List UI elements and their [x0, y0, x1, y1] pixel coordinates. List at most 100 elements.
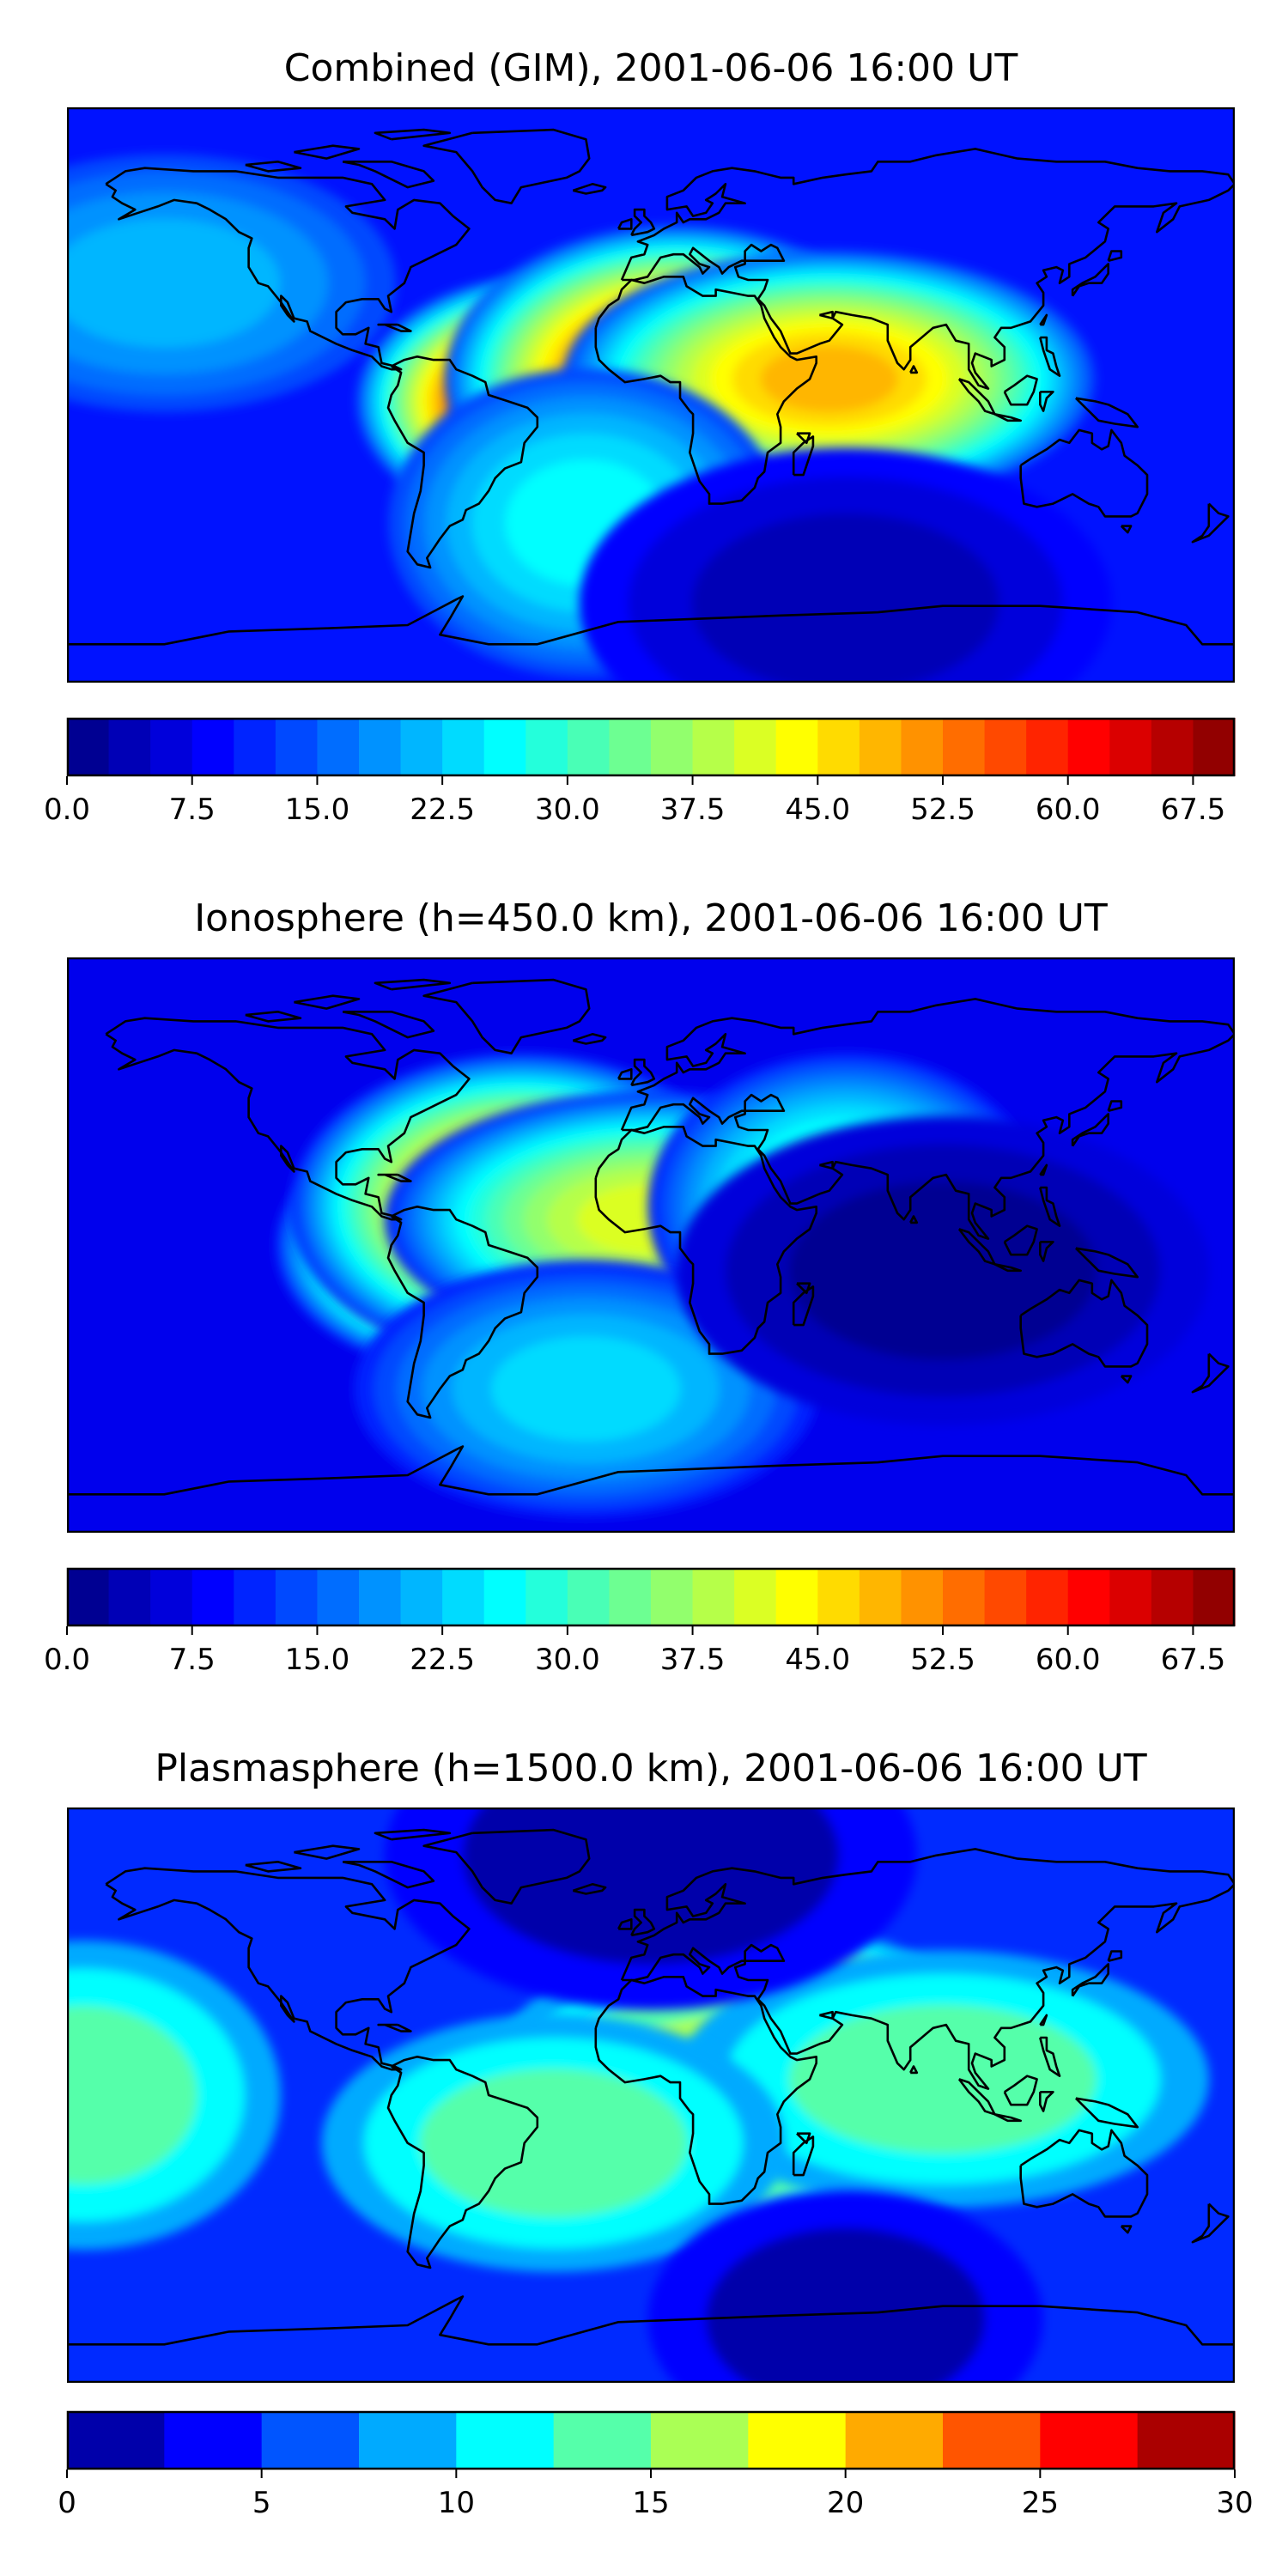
coastline	[105, 1017, 471, 1221]
colorbar-swatch	[943, 718, 986, 776]
colorbar-swatch	[1137, 2411, 1236, 2470]
colorbar-swatch	[651, 1568, 694, 1626]
colorbar-tick-label: 20	[827, 2486, 864, 2520]
colorbar-tick-label: 67.5	[1161, 1643, 1226, 1677]
colorbar-swatch	[456, 2411, 555, 2470]
chart-title: Ionosphere (h=450.0 km), 2001-06-06 16:0…	[194, 896, 1108, 940]
coastline	[245, 1011, 302, 1023]
colorbar-swatch	[609, 1568, 652, 1626]
colorbar-swatch	[275, 1568, 319, 1626]
colorbar-tick-label: 30.0	[535, 793, 600, 827]
coastline	[620, 998, 1235, 1240]
colorbar-swatch	[234, 718, 276, 776]
map-frame	[67, 107, 1235, 683]
colorbar-swatch	[943, 1568, 986, 1626]
colorbar-swatch	[859, 718, 902, 776]
coastline	[792, 2136, 815, 2177]
contour-level	[789, 2004, 1097, 2154]
colorbar-tick-label: 37.5	[660, 793, 726, 827]
coastline	[617, 218, 633, 230]
coastline	[245, 1861, 302, 1873]
coastline	[909, 2065, 919, 2075]
colorbar-frame	[66, 1567, 1236, 1627]
coastlines	[67, 978, 1235, 1533]
colorbar-swatch	[651, 2411, 749, 2470]
coastline	[796, 2132, 811, 2145]
coastline	[1120, 1375, 1133, 1384]
coastline	[1003, 1224, 1038, 1256]
colorbar-swatch	[275, 718, 319, 776]
colorbar-swatch	[1193, 718, 1236, 776]
coastline	[1039, 391, 1054, 412]
coastline	[294, 994, 361, 1010]
coastline	[67, 2295, 1235, 2383]
map-plasmasphere	[67, 1807, 1235, 2383]
colorbar-swatch	[775, 718, 818, 776]
colorbar-tick-label: 37.5	[660, 1643, 726, 1677]
coastline	[620, 1848, 1235, 2090]
colorbar-tick-label: 22.5	[410, 1643, 475, 1677]
coastline	[796, 1282, 811, 1295]
coastline	[377, 2023, 412, 2032]
colorbar-tick-label: 15.0	[285, 793, 350, 827]
colorbar-combined: 0.0 7.5 15.0 22.5 30.0 37.5 45.0 52.5 60.0 67.5	[44, 717, 1236, 827]
colorbar-swatch	[483, 1568, 526, 1626]
colorbar-swatch	[943, 2411, 1041, 2470]
colorbar-swatch	[191, 1568, 234, 1626]
coastline	[374, 978, 452, 991]
coastline	[1039, 1241, 1054, 1262]
colorbar-swatch	[734, 718, 777, 776]
coastline	[294, 144, 361, 160]
coastline	[572, 1033, 607, 1045]
colorbar-swatch	[817, 1568, 860, 1626]
colorbar-swatch	[775, 1568, 818, 1626]
coastline	[1019, 2129, 1149, 2218]
coastline	[1003, 2075, 1038, 2106]
coastline	[617, 1068, 633, 1080]
coastline	[630, 1908, 656, 1937]
colorbar-swatch	[984, 1568, 1027, 1626]
contour-level	[760, 345, 898, 413]
coastline	[819, 2010, 834, 2020]
colorbar-swatch	[901, 718, 944, 776]
colorbar-swatch	[67, 718, 110, 776]
coastline	[572, 183, 607, 195]
coastline	[422, 128, 591, 204]
coastline	[1120, 2225, 1133, 2234]
colorbar-tick-label: 0	[58, 2486, 76, 2520]
colorbar-swatch	[845, 2411, 944, 2470]
coastlines	[67, 128, 1235, 683]
colorbar-ionosphere: 0.0 7.5 15.0 22.5 30.0 37.5 45.0 52.5 60.0 67.5	[44, 1567, 1236, 1677]
coastline	[572, 1883, 607, 1895]
colorbar-tick-label: 10	[438, 2486, 475, 2520]
coastline	[617, 1918, 633, 1930]
colorbar-swatch	[1040, 2411, 1139, 2470]
colorbar-swatch	[1151, 1568, 1194, 1626]
colorbar-swatch	[1109, 718, 1152, 776]
coastline	[630, 1058, 656, 1087]
feature-south-atlantic	[321, 2014, 786, 2272]
feature-east-pacific	[67, 1941, 281, 2250]
colorbar-tick-label: 60.0	[1036, 1643, 1101, 1677]
colorbar-plasmasphere: 0 5 10 15 20 25 30	[58, 2410, 1254, 2520]
colorbar-tick-label: 7.5	[169, 793, 216, 827]
coastline	[67, 595, 1235, 683]
colorbar-swatch	[984, 718, 1027, 776]
colorbar-swatch	[901, 1568, 944, 1626]
feature-indian-ocean-trough	[677, 1115, 1209, 1425]
coastline	[792, 1285, 815, 1327]
coastline	[67, 1445, 1235, 1533]
colorbar-tick-label: 52.5	[910, 1643, 975, 1677]
colorbar-tick-label: 60.0	[1036, 793, 1101, 827]
colorbar-tick-label: 5	[252, 2486, 271, 2520]
colorbar-frame	[66, 2410, 1236, 2470]
coastline	[1071, 1963, 1109, 1997]
coastline	[377, 323, 412, 332]
coastline	[422, 1828, 591, 1905]
coastline	[819, 310, 834, 319]
coastline	[245, 161, 302, 173]
colorbar-swatch	[442, 1568, 485, 1626]
colorbar-tick-label: 45.0	[785, 793, 850, 827]
coastline	[1019, 428, 1149, 518]
coastline	[342, 1861, 435, 1889]
